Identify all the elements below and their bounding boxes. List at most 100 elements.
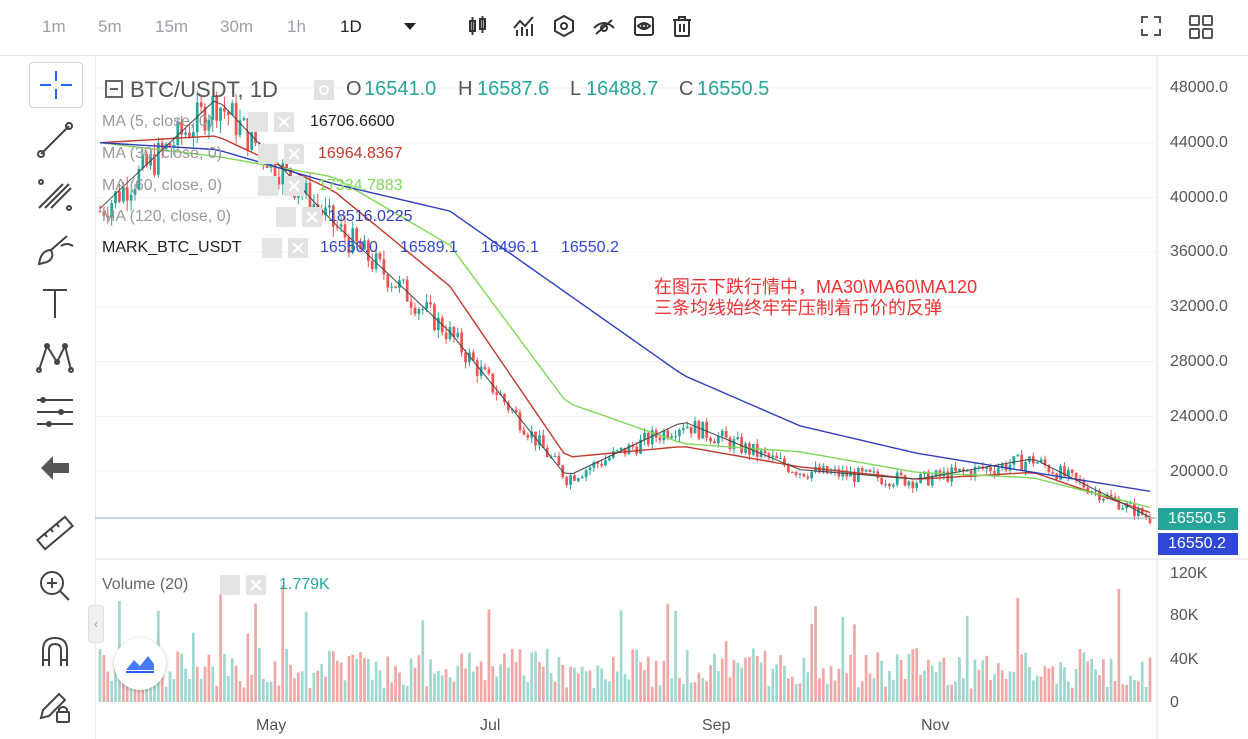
volume-bar xyxy=(219,594,222,702)
candle-body xyxy=(584,470,588,477)
candle-body xyxy=(685,426,689,429)
candle-body xyxy=(456,332,460,337)
timeframe-5m[interactable]: 5m xyxy=(98,17,122,36)
candle-body xyxy=(1109,494,1113,497)
candle-body xyxy=(168,143,172,148)
timeframe-15m[interactable]: 15m xyxy=(155,17,189,36)
candle-body xyxy=(853,471,856,482)
collapse-panel-handle[interactable]: ‹ xyxy=(88,605,104,643)
volume-bar xyxy=(479,661,483,702)
volume-bar xyxy=(1039,676,1043,702)
brush-icon[interactable] xyxy=(33,228,77,272)
ma120-label: MA (120, close, 0) xyxy=(102,208,231,225)
drawing-toolbar xyxy=(0,56,96,739)
volume-bar xyxy=(320,663,324,702)
volume-bar xyxy=(382,687,386,702)
ma120-remove-icon[interactable] xyxy=(302,207,322,227)
measure-prediction-icon[interactable] xyxy=(33,390,77,434)
ruler-icon[interactable] xyxy=(33,511,77,555)
settings-hexagon-icon[interactable] xyxy=(552,14,576,38)
price-axis-label: 40000.0 xyxy=(1170,189,1228,206)
volume-bar xyxy=(1144,686,1148,702)
candle-body xyxy=(514,409,518,413)
collapse-legend-icon[interactable] xyxy=(105,78,123,102)
ma120-settings-icon[interactable] xyxy=(276,207,296,227)
volume-bar xyxy=(1008,671,1012,702)
volume-bar xyxy=(386,656,390,702)
ma60-remove-icon[interactable] xyxy=(284,176,304,196)
trash-icon[interactable] xyxy=(670,14,694,38)
hide-drawings-icon[interactable] xyxy=(592,14,616,38)
volume-bar xyxy=(907,653,911,702)
candle-body xyxy=(608,457,611,461)
magnet-icon[interactable] xyxy=(33,630,77,674)
volume-bar xyxy=(716,670,720,702)
pattern-icon[interactable] xyxy=(33,336,77,380)
candle-body xyxy=(650,430,654,445)
candle-body xyxy=(1070,469,1074,473)
ma30-remove-icon[interactable] xyxy=(284,144,304,164)
timeframe-1m[interactable]: 1m xyxy=(42,17,66,36)
candle-body xyxy=(903,475,907,486)
volume-bar xyxy=(814,606,817,702)
timeframe-1h[interactable]: 1h xyxy=(287,17,306,36)
caret-down-icon[interactable] xyxy=(398,14,422,38)
volume-bar xyxy=(1016,597,1020,702)
volume-bar xyxy=(226,676,230,702)
volume-bar xyxy=(1043,666,1047,702)
timeframe-1d[interactable]: 1D xyxy=(340,17,362,36)
volume-bar xyxy=(433,673,436,702)
candle-body xyxy=(946,471,950,482)
volume-bar xyxy=(588,670,592,702)
volume-bar xyxy=(724,641,728,702)
symbol-settings-icon[interactable] xyxy=(314,80,334,100)
volume-bar xyxy=(654,660,658,702)
volume-bar xyxy=(121,669,125,702)
candle-body xyxy=(794,472,798,475)
volume-bar xyxy=(573,667,576,702)
volume-bar xyxy=(1129,675,1132,702)
volume-bar xyxy=(98,649,102,702)
ma5-settings-icon[interactable] xyxy=(248,112,268,132)
indicators-icon[interactable] xyxy=(512,14,536,38)
volume-bar xyxy=(475,666,479,702)
candle-body xyxy=(277,176,281,185)
volume-bar xyxy=(1000,670,1004,702)
candle-type-icon[interactable] xyxy=(466,14,490,38)
volume-bar xyxy=(1047,668,1051,702)
volume-bar xyxy=(623,674,627,702)
volume-bar xyxy=(728,677,732,702)
volume-bar xyxy=(254,603,257,702)
candle-body xyxy=(386,274,390,288)
ma5-remove-icon[interactable] xyxy=(274,112,294,132)
ohlc-close-value: 16550.5 xyxy=(697,78,770,100)
mark-settings-icon[interactable] xyxy=(262,238,282,258)
volume-remove-icon[interactable] xyxy=(246,575,266,595)
candle-body xyxy=(1121,508,1125,510)
volume-settings-icon[interactable] xyxy=(220,575,240,595)
ma60-settings-icon[interactable] xyxy=(258,176,278,196)
volume-bar xyxy=(693,682,697,702)
crosshair-icon[interactable] xyxy=(29,62,83,108)
text-tool-icon[interactable] xyxy=(33,282,77,326)
zoom-in-icon[interactable] xyxy=(33,564,77,608)
fib-tool-icon[interactable] xyxy=(33,172,77,216)
volume-bar xyxy=(534,651,537,702)
back-arrow-icon[interactable] xyxy=(33,446,77,490)
trend-line-icon[interactable] xyxy=(33,118,77,162)
candle-body xyxy=(541,435,545,448)
layout-grid-icon[interactable] xyxy=(1188,14,1213,39)
eye-icon[interactable] xyxy=(632,14,656,38)
volume-bar xyxy=(160,659,164,702)
fullscreen-icon[interactable] xyxy=(1139,14,1163,38)
volume-bar xyxy=(258,648,261,702)
volume-bar xyxy=(429,659,432,702)
lock-pencil-icon[interactable] xyxy=(33,684,77,728)
volume-bar xyxy=(487,609,491,702)
candle-body xyxy=(382,259,386,275)
mark-remove-icon[interactable] xyxy=(288,238,308,258)
volume-bar xyxy=(246,633,250,702)
timeframe-30m[interactable]: 30m xyxy=(220,17,254,36)
ma30-settings-icon[interactable] xyxy=(258,144,278,164)
candle-body xyxy=(720,430,724,437)
